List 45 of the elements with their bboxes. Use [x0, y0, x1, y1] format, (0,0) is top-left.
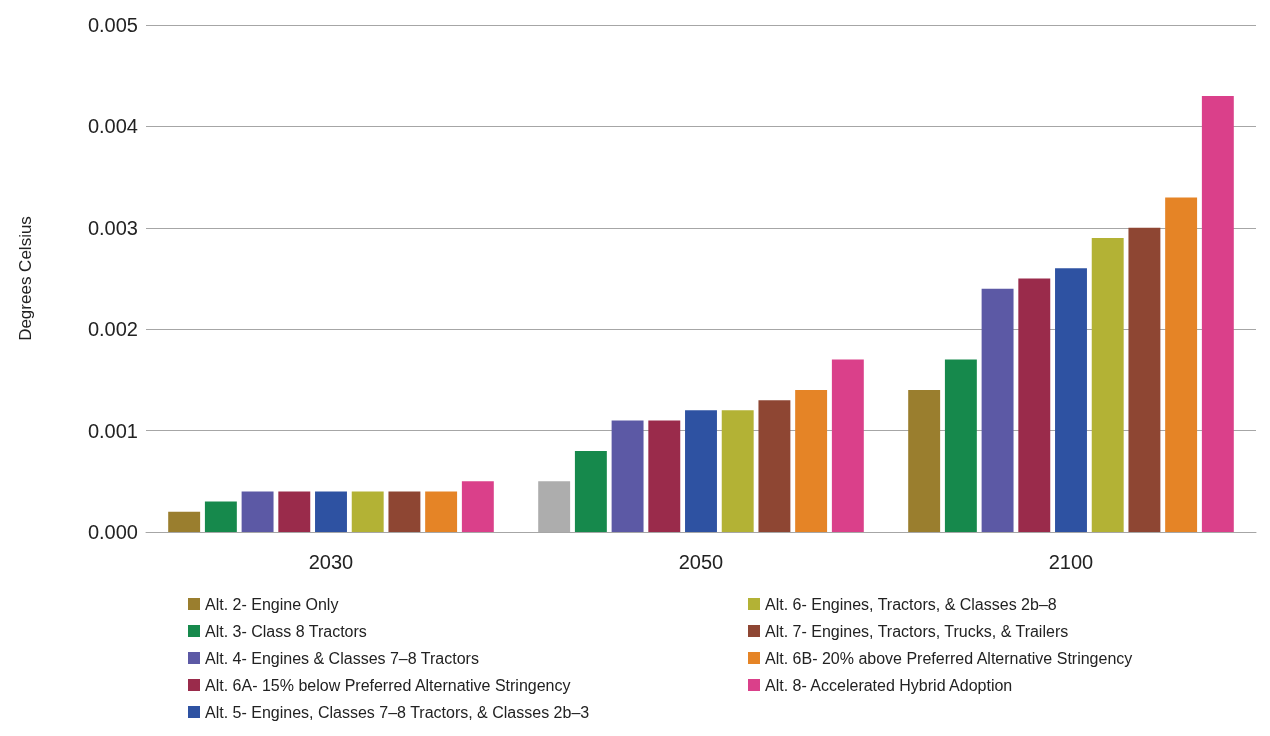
y-tick-label: 0.005 — [87, 14, 138, 36]
bar — [831, 359, 864, 532]
bar — [1201, 95, 1234, 532]
bar — [908, 390, 941, 532]
bar — [1018, 278, 1051, 532]
legend-label: Alt. 6A- 15% below Preferred Alternative Stringency — [205, 676, 571, 694]
bar — [1091, 237, 1124, 532]
legend-label: Alt. 5- Engines, Classes 7–8 Tractors, & Classes 2b–3 — [205, 703, 590, 721]
y-tick-label: 0.002 — [87, 318, 138, 341]
y-axis-title: Degrees Celsius — [16, 216, 35, 341]
y-tick-label: 0.004 — [87, 115, 138, 138]
y-tick-label: 0.000 — [87, 521, 138, 543]
y-tick-label: 0.001 — [87, 419, 138, 442]
bar — [425, 491, 458, 532]
legend-label: Alt. 6B- 20% above Preferred Alternative Stringency — [765, 649, 1133, 667]
bar — [241, 491, 274, 532]
legend-label: Alt. 2- Engine Only — [205, 595, 339, 613]
x-tick-label: 2030 — [308, 551, 354, 573]
legend-label: Alt. 3- Class 8 Tractors — [205, 622, 367, 640]
bar — [168, 511, 201, 532]
bar — [1165, 197, 1198, 532]
bar — [204, 501, 237, 532]
bar — [721, 410, 754, 532]
x-tick-label: 2050 — [678, 551, 724, 573]
bar — [388, 491, 421, 532]
bar — [611, 420, 644, 532]
bar — [574, 450, 607, 532]
bar — [981, 288, 1014, 532]
y-tick-label: 0.003 — [87, 216, 138, 239]
legend-label: Alt. 7- Engines, Tractors, Trucks, & Trailers — [765, 622, 1069, 640]
legend-label: Alt. 4- Engines & Classes 7–8 Tractors — [205, 649, 479, 667]
legend-label: Alt. 8- Accelerated Hybrid Adoption — [765, 676, 1013, 694]
legend-label: Alt. 6- Engines, Tractors, & Classes 2b–8 — [765, 595, 1057, 613]
bar — [758, 400, 791, 532]
bar — [795, 390, 828, 532]
bar — [1055, 268, 1087, 532]
bar — [1128, 227, 1161, 532]
x-tick-label: 2100 — [1048, 551, 1094, 573]
bar — [315, 491, 347, 532]
bar — [278, 491, 311, 532]
bar — [685, 410, 717, 532]
bar — [944, 359, 977, 532]
bar — [351, 491, 384, 532]
bar — [648, 420, 681, 532]
bar — [461, 481, 494, 532]
